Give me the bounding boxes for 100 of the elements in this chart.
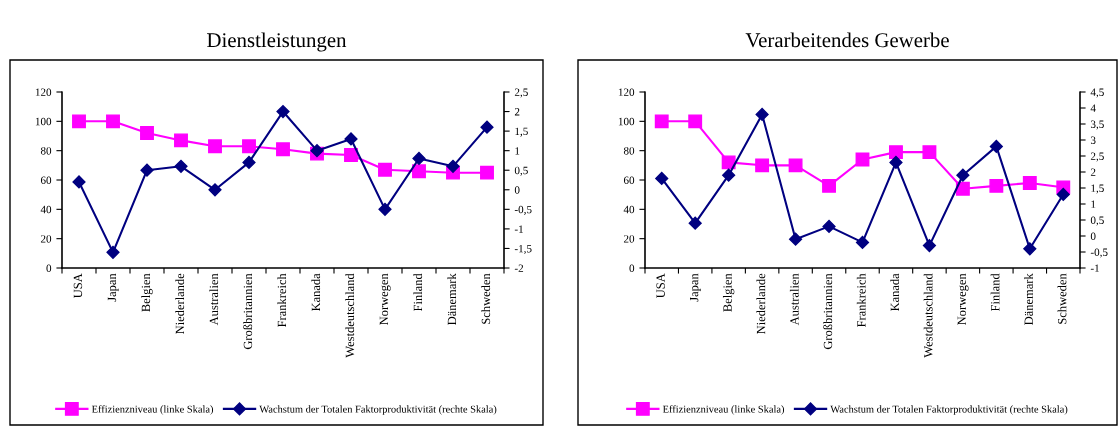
y-tick-label: 20 xyxy=(623,235,635,243)
point xyxy=(276,142,290,157)
legend-label: Wachstum der Totalen Faktorproduktivität (rechte Skala) xyxy=(259,405,497,415)
y2-tick-label: 2 xyxy=(514,108,520,116)
x-tick-label: Niederlande xyxy=(175,273,185,334)
point xyxy=(242,155,256,169)
y-tick-label: 40 xyxy=(40,205,52,214)
point xyxy=(446,159,460,173)
x-tick-label: Frankreich xyxy=(856,273,866,328)
point xyxy=(106,114,120,129)
point xyxy=(755,158,770,173)
point xyxy=(1023,242,1037,256)
point xyxy=(412,151,426,166)
y2-tick-label: 1 xyxy=(1091,200,1096,208)
point xyxy=(1022,175,1037,190)
x-tick-label: Schweden xyxy=(1057,273,1067,324)
point xyxy=(480,120,494,134)
x-tick-label: Dänemark xyxy=(1024,273,1033,325)
y2-tick-label: 3,5 xyxy=(1090,120,1104,130)
y-tick-label: 120 xyxy=(35,88,52,96)
y2-tick-label: 1,5 xyxy=(515,127,528,137)
point xyxy=(989,178,1004,193)
point xyxy=(822,219,836,233)
point xyxy=(788,158,803,173)
y-tick-label: 60 xyxy=(40,176,52,184)
point xyxy=(1056,187,1070,201)
point xyxy=(989,139,1003,153)
point xyxy=(822,178,836,193)
x-tick-label: Großbritannien xyxy=(243,273,253,350)
point xyxy=(654,114,669,129)
point xyxy=(412,164,426,179)
y-tick-label: 20 xyxy=(40,235,52,243)
point xyxy=(344,132,358,146)
y-tick-label: 100 xyxy=(35,117,52,126)
y2-tick-label: 0 xyxy=(1090,232,1096,240)
x-tick-label: Japan xyxy=(107,273,119,302)
y-tick-label: 100 xyxy=(618,117,635,126)
y2-tick-label: 1 xyxy=(515,147,520,155)
x-tick-label: Westdeutschland xyxy=(923,273,933,358)
x-tick-label: Finland xyxy=(990,273,1000,312)
y2-tick-label: 0,5 xyxy=(1090,216,1104,226)
point xyxy=(788,232,803,246)
point xyxy=(174,159,188,173)
y2-tick-label: -1 xyxy=(1090,264,1100,272)
point xyxy=(755,107,769,121)
point xyxy=(208,183,222,197)
point xyxy=(276,104,290,119)
y2-tick-label: 0,5 xyxy=(514,166,528,176)
y-tick-label: 80 xyxy=(40,147,52,155)
x-tick-label: Belgien xyxy=(722,273,735,312)
point xyxy=(344,148,358,163)
point xyxy=(855,235,870,249)
point xyxy=(722,168,736,182)
point xyxy=(889,145,903,160)
x-tick-label: Japan xyxy=(690,273,701,302)
point xyxy=(242,139,256,154)
y2-tick-label: 2 xyxy=(1090,168,1096,176)
point xyxy=(688,114,703,129)
y-tick-label: 120 xyxy=(618,88,635,96)
x-tick-label: Australien xyxy=(789,273,799,326)
y2-tick-label: 4,5 xyxy=(1090,88,1104,98)
x-tick-label: Großbritannien xyxy=(823,273,833,350)
legend-label: Effizienzniveau (linke Skala) xyxy=(662,405,785,415)
point xyxy=(140,163,154,177)
x-tick-label: USA xyxy=(656,273,665,299)
chart-title: Dienstleistungen xyxy=(207,32,347,52)
x-tick-label: Australien xyxy=(209,273,219,326)
point xyxy=(378,162,392,177)
x-tick-label: Dänemark xyxy=(447,273,457,325)
point xyxy=(72,175,86,189)
x-tick-label: Norwegen xyxy=(957,273,969,325)
y2-tick-label: -1,5 xyxy=(514,244,532,255)
y2-tick-label: -0,5 xyxy=(514,205,532,215)
point xyxy=(922,145,937,160)
y2-tick-label: 3 xyxy=(1090,136,1096,144)
legend-label: Effizienzniveau (linke Skala) xyxy=(91,405,214,415)
point xyxy=(378,202,392,216)
point xyxy=(140,126,154,141)
y2-tick-label: -1 xyxy=(514,225,524,233)
y-tick-label: 0 xyxy=(46,264,52,272)
y2-tick-label: -0,5 xyxy=(1090,248,1108,258)
y-tick-label: 60 xyxy=(623,176,635,184)
x-tick-label: Kanada xyxy=(311,273,321,312)
point xyxy=(956,168,970,182)
y2-tick-label: 2,5 xyxy=(514,88,528,98)
y2-tick-label: 2,5 xyxy=(1090,152,1104,162)
point xyxy=(174,133,188,148)
point xyxy=(655,171,669,185)
x-tick-label: Westdeutschland xyxy=(345,273,355,358)
point xyxy=(688,216,702,230)
point xyxy=(72,114,86,129)
point xyxy=(480,165,494,180)
x-tick-label: Norwegen xyxy=(379,273,391,325)
point xyxy=(922,239,937,253)
y2-tick-label: -2 xyxy=(514,264,524,272)
point xyxy=(208,139,222,154)
point xyxy=(721,155,736,170)
point xyxy=(955,181,970,196)
x-tick-label: Frankreich xyxy=(277,273,287,328)
x-tick-label: Niederlande xyxy=(756,273,766,334)
